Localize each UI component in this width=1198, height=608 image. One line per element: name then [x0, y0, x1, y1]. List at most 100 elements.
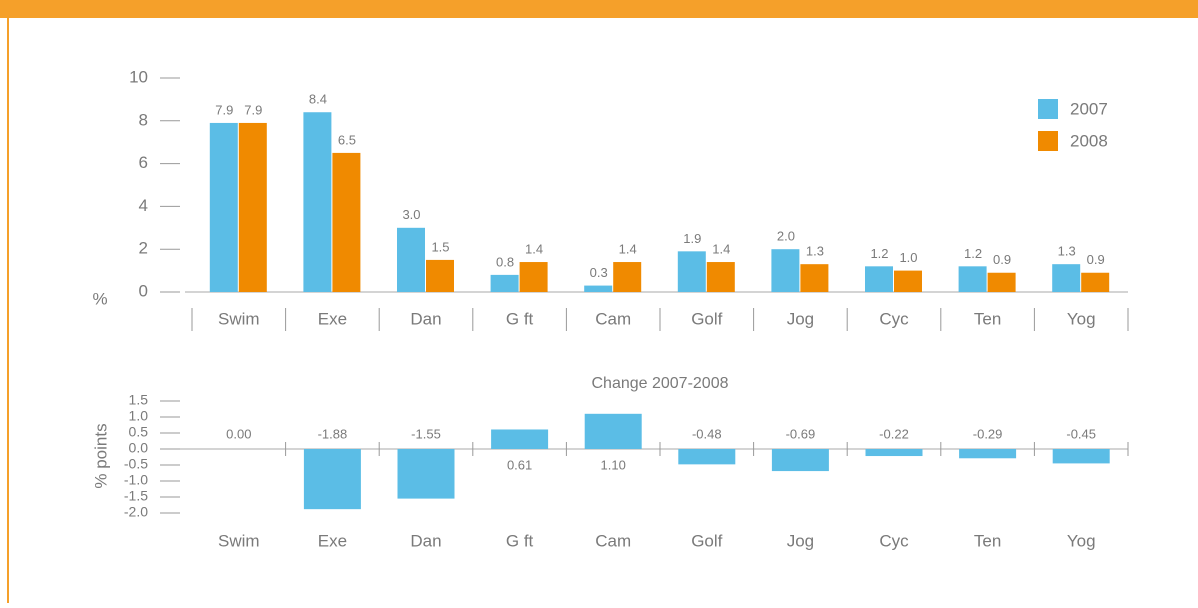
- bar: [303, 112, 332, 293]
- bar: [519, 262, 548, 292]
- x-tick-label: Exe: [318, 309, 347, 328]
- data-label: 0.3: [590, 265, 608, 280]
- bar: [1081, 272, 1110, 292]
- y-tick-label: -0.5: [124, 456, 148, 472]
- legend-swatch: [1038, 99, 1058, 119]
- bar: [894, 270, 922, 292]
- data-label: 1.2: [964, 246, 982, 261]
- bar: [958, 266, 987, 292]
- bar: [397, 449, 455, 499]
- data-label: -0.45: [1066, 426, 1096, 441]
- data-label: 2.0: [777, 229, 795, 244]
- data-label: -0.29: [973, 426, 1003, 441]
- data-label: 3.0: [402, 207, 420, 222]
- x-tick-label: Jog: [787, 531, 814, 550]
- bar: [771, 249, 800, 292]
- data-label: 7.9: [215, 102, 233, 117]
- y-tick-label: 2: [139, 239, 148, 258]
- y-tick-label: -1.0: [124, 472, 148, 488]
- bar: [706, 262, 735, 292]
- y-tick-label: 4: [139, 196, 148, 215]
- x-tick-label: Yog: [1067, 531, 1096, 550]
- x-tick-label: Yog: [1067, 309, 1096, 328]
- bar: [678, 449, 736, 465]
- data-label: -0.48: [692, 426, 722, 441]
- bar: [303, 449, 361, 510]
- x-tick-label: Jog: [787, 309, 814, 328]
- x-tick-label: Dan: [410, 531, 441, 550]
- data-label: -1.88: [318, 426, 348, 441]
- data-label: 1.10: [601, 457, 626, 472]
- data-label: 1.9: [683, 231, 701, 246]
- y-tick-label: -2.0: [124, 504, 148, 520]
- data-label: -1.55: [411, 426, 441, 441]
- x-tick-label: Dan: [410, 309, 441, 328]
- data-label: -0.69: [786, 426, 816, 441]
- x-tick-label: Cam: [595, 531, 631, 550]
- bar: [584, 285, 613, 292]
- y-tick-label: 6: [139, 153, 148, 172]
- y-tick-label: 1.5: [129, 392, 149, 408]
- y-tick-label: 0.0: [129, 440, 149, 456]
- bar: [865, 449, 923, 457]
- x-tick-label: Swim: [218, 531, 260, 550]
- bar: [987, 272, 1016, 292]
- data-label: 1.3: [1058, 244, 1076, 259]
- y-axis-label: %: [92, 289, 107, 308]
- data-label: 1.4: [712, 241, 730, 256]
- bar: [800, 264, 829, 292]
- bar: [332, 152, 361, 292]
- x-tick-label: Cam: [595, 309, 631, 328]
- x-tick-label: Ten: [974, 531, 1001, 550]
- bar: [397, 227, 425, 292]
- data-label: 0.61: [507, 457, 532, 472]
- legend-swatch: [1038, 131, 1058, 151]
- bar: [209, 122, 238, 292]
- data-label: 1.4: [525, 241, 543, 256]
- y-tick-label: -1.5: [124, 488, 148, 504]
- x-tick-label: G ft: [506, 531, 534, 550]
- bar: [490, 274, 519, 292]
- bar: [613, 262, 642, 292]
- x-tick-label: Golf: [691, 309, 722, 328]
- chart-title: Change 2007-2008: [591, 375, 728, 392]
- y-tick-label: 10: [129, 67, 148, 86]
- left-border: [7, 18, 9, 603]
- data-label: -0.22: [879, 426, 909, 441]
- y-tick-label: 8: [139, 110, 148, 129]
- data-label: 1.4: [619, 241, 637, 256]
- data-label: 6.5: [338, 132, 356, 147]
- bar: [584, 413, 642, 449]
- x-tick-label: Cyc: [879, 531, 909, 550]
- legend-label: 2008: [1070, 131, 1108, 150]
- legend-label: 2007: [1070, 99, 1108, 118]
- data-label: 0.9: [993, 252, 1011, 267]
- data-label: 1.5: [431, 239, 449, 254]
- bar: [771, 449, 829, 472]
- bar: [426, 259, 454, 292]
- y-tick-label: 0.5: [129, 424, 149, 440]
- data-label: 1.3: [806, 244, 824, 259]
- bar: [959, 449, 1017, 459]
- x-tick-label: Golf: [691, 531, 722, 550]
- bar: [1052, 264, 1081, 292]
- bar: [491, 429, 549, 449]
- data-label: 7.9: [244, 102, 262, 117]
- data-label: 1.0: [899, 250, 917, 265]
- data-label: 0.8: [496, 254, 514, 269]
- bar: [677, 251, 706, 292]
- x-tick-label: Ten: [974, 309, 1001, 328]
- data-label: 0.9: [1087, 252, 1105, 267]
- data-label: 8.4: [309, 92, 327, 107]
- y-tick-label: 1.0: [129, 408, 149, 424]
- x-tick-label: Cyc: [879, 309, 909, 328]
- data-label: 0.00: [226, 426, 251, 441]
- bar: [1052, 449, 1110, 464]
- bar: [238, 122, 267, 292]
- x-tick-label: Exe: [318, 531, 347, 550]
- x-tick-label: Swim: [218, 309, 260, 328]
- bar: [865, 266, 893, 292]
- x-tick-label: G ft: [506, 309, 534, 328]
- data-label: 1.2: [870, 246, 888, 261]
